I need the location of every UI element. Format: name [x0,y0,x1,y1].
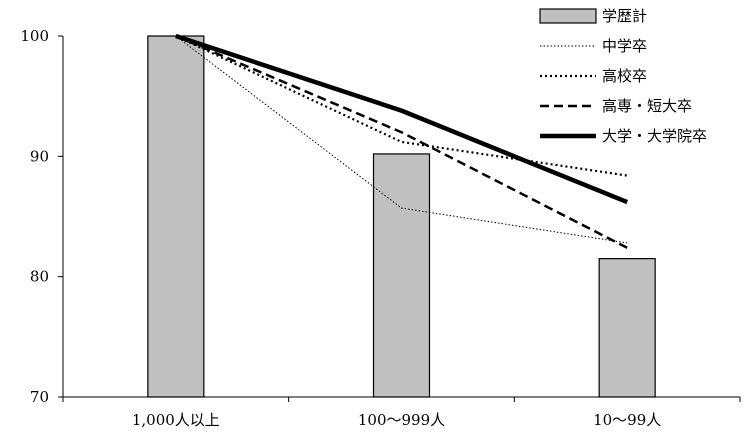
y-tick-label: 80 [30,268,49,286]
series-line-高校卒 [175,35,628,177]
bar-学歴計-100～999人 [372,153,431,398]
y-tick-label: 70 [30,388,49,406]
y-tick-label: 90 [30,147,49,165]
series-line-大学・大学院卒 [175,33,629,205]
series-line-中学卒 [175,35,628,244]
lines-layer [175,33,629,249]
x-tick-label: 100～999人 [358,411,445,429]
legend-label: 学歴計 [602,7,647,25]
x-tick-label: 1,000人以上 [132,411,220,429]
bar-学歴計-10～99人 [598,258,656,398]
legend-label: 高専・短大卒 [602,97,692,115]
legend-label: 中学卒 [602,37,647,55]
legend-label: 高校卒 [602,67,647,85]
x-tick-label: 10～99人 [593,411,661,429]
legend-label: 大学・大学院卒 [602,127,707,145]
y-tick-label: 100 [20,27,49,45]
bar-学歴計-1,000人以上 [147,35,205,398]
bars-layer [147,35,656,398]
legend-swatch-学歴計 [539,8,597,24]
series-line-高専・短大卒 [175,34,628,249]
axes-layer: 70 80 90 100 1,000人以上 100～999人 10～99人 [20,27,741,429]
